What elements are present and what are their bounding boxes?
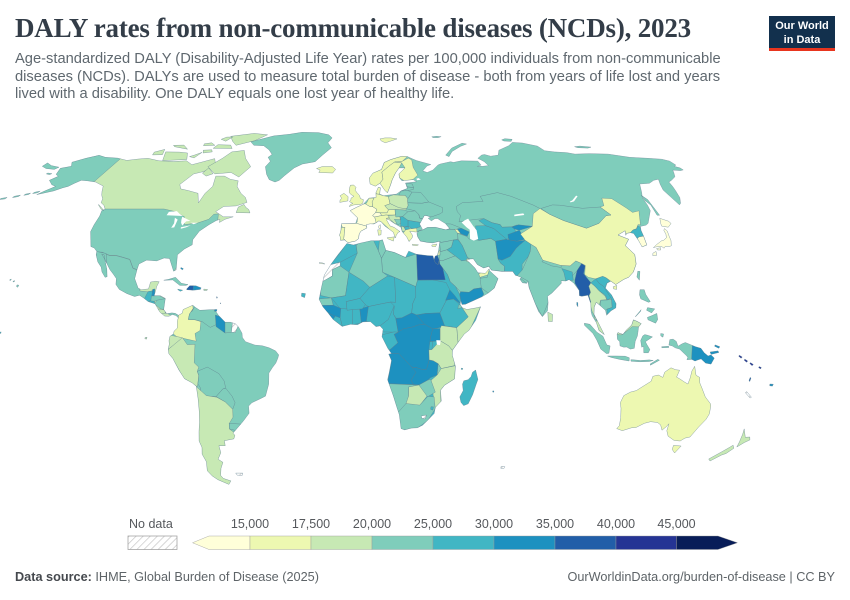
svg-text:25,000: 25,000 bbox=[414, 517, 452, 531]
svg-text:35,000: 35,000 bbox=[536, 517, 574, 531]
svg-text:15,000: 15,000 bbox=[231, 517, 269, 531]
svg-text:20,000: 20,000 bbox=[353, 517, 391, 531]
svg-text:30,000: 30,000 bbox=[475, 517, 513, 531]
svg-text:17,500: 17,500 bbox=[292, 517, 330, 531]
svg-text:40,000: 40,000 bbox=[597, 517, 635, 531]
svg-text:45,000: 45,000 bbox=[657, 517, 695, 531]
svg-text:No data: No data bbox=[129, 517, 173, 531]
